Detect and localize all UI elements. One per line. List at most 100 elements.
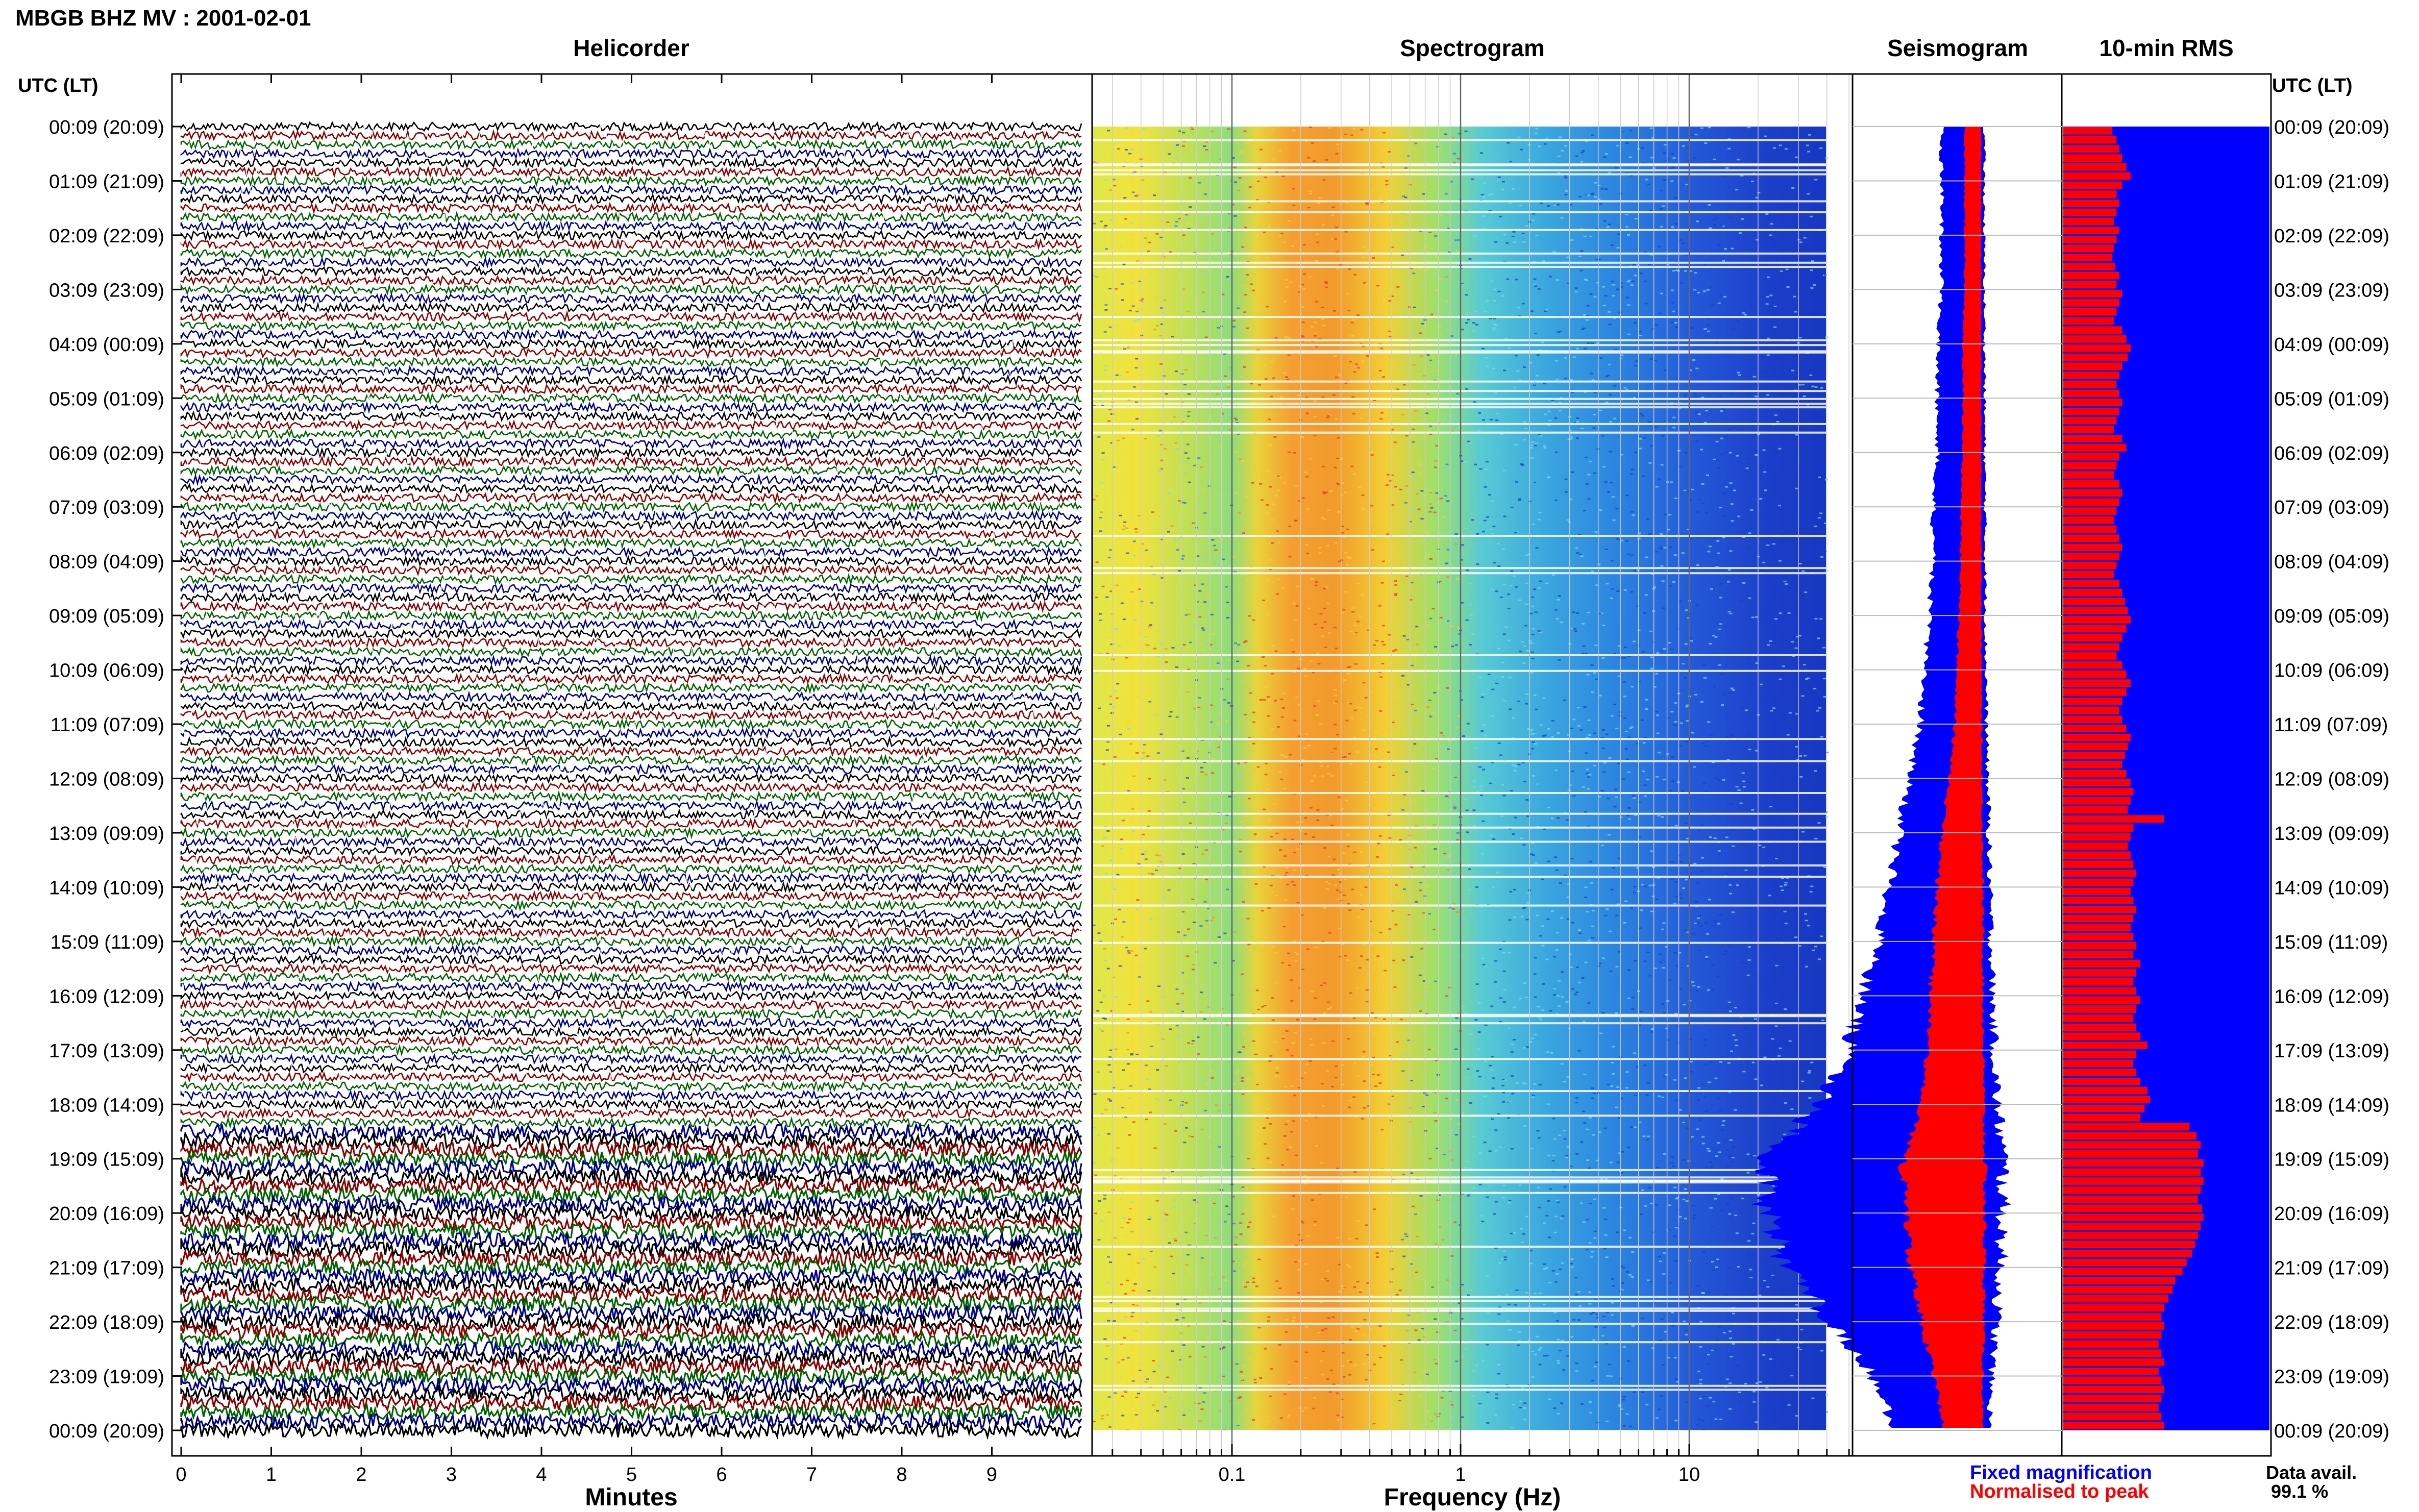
spectrogram-speckle <box>1155 854 1158 856</box>
helicorder-noise <box>470 831 472 838</box>
spectrogram-speckle <box>1133 1051 1137 1053</box>
helicorder-noise <box>933 602 935 608</box>
spectrogram-speckle <box>1426 354 1430 356</box>
helicorder-noise <box>266 139 268 146</box>
spectrogram-speckle <box>1180 1101 1184 1103</box>
spectrogram-speckle <box>1735 189 1739 191</box>
spectrogram-speckle <box>1103 1198 1106 1200</box>
helicorder-noise <box>366 1063 369 1070</box>
spectrogram-speckle <box>1530 1148 1534 1150</box>
helicorder-noise <box>537 459 539 466</box>
helicorder-noise <box>579 1048 582 1055</box>
helicorder-noise <box>751 893 753 900</box>
helicorder-noise <box>382 239 384 245</box>
helicorder-noise <box>193 975 195 982</box>
spectrogram-speckle <box>1434 709 1438 711</box>
spectrogram-speckle <box>1327 1008 1330 1010</box>
helicorder-noise <box>692 876 695 882</box>
helicorder-noise <box>484 619 487 626</box>
spectrogram-speckle <box>1557 1359 1560 1361</box>
spectrogram-speckle <box>1426 1410 1429 1412</box>
spectrogram-speckle <box>1107 1098 1111 1100</box>
spectrogram-speckle <box>1746 733 1749 735</box>
spectrogram-speckle <box>1326 544 1329 547</box>
helicorder-noise <box>429 1046 431 1053</box>
helicorder-noise <box>474 577 476 584</box>
spectrogram-speckle <box>1378 410 1382 412</box>
spectrogram-speckle <box>1700 1297 1704 1299</box>
spectrogram-speckle <box>1122 1217 1126 1219</box>
helicorder-noise <box>837 424 840 431</box>
helicorder-noise <box>517 972 520 979</box>
spectrogram-speckle <box>1482 693 1485 696</box>
helicorder-noise <box>600 368 603 375</box>
seismogram-title: Seismogram <box>1887 35 2028 61</box>
helicorder-noise <box>972 248 975 255</box>
spectrogram-speckle <box>1718 1151 1721 1153</box>
helicorder-noise <box>593 449 595 455</box>
spectrogram-speckle <box>1798 563 1802 565</box>
spectrogram-speckle <box>1625 494 1629 497</box>
helicorder-noise <box>382 341 385 348</box>
spectrogram-speckle <box>1676 1381 1680 1383</box>
spectrogram-speckle <box>1362 682 1366 684</box>
helicorder-noise <box>806 495 809 502</box>
helicorder-noise <box>388 966 390 973</box>
spectrogram-speckle <box>1644 795 1647 797</box>
helicorder-noise <box>749 1038 751 1045</box>
helicorder-noise <box>643 939 645 946</box>
spectrogram-speckle <box>1406 236 1410 238</box>
helicorder-noise <box>749 415 751 422</box>
helicorder-noise <box>714 537 717 544</box>
spectrogram-speckle <box>1357 916 1361 918</box>
helicorder-noise <box>320 966 322 973</box>
helicorder-noise <box>832 121 834 128</box>
spectrogram-speckle <box>1420 948 1424 950</box>
helicorder-noise <box>245 169 248 176</box>
spectrogram-speckle <box>1603 1127 1607 1129</box>
spectrogram-speckle <box>1660 548 1663 550</box>
spectrogram-speckle <box>1550 910 1554 912</box>
helicorder-noise <box>503 420 506 427</box>
spectrogram-speckle <box>1611 1278 1614 1280</box>
spectrogram-speckle <box>1811 1397 1815 1399</box>
spectrogram-speckle <box>1464 1012 1467 1014</box>
helicorder-noise <box>381 856 383 862</box>
spectrogram-speckle <box>1354 1364 1357 1366</box>
helicorder-noise <box>638 1003 640 1009</box>
spectrogram-speckle <box>1612 294 1615 296</box>
spectrogram-speckle <box>1795 746 1798 748</box>
helicorder-noise <box>947 529 949 536</box>
spectrogram-speckle <box>1771 370 1775 373</box>
helicorder-noise <box>1039 502 1041 508</box>
helicorder-noise <box>297 397 299 404</box>
spectrogram-speckle <box>1315 581 1318 583</box>
helicorder-noise <box>836 466 838 473</box>
spectrogram-speckle <box>1279 849 1282 851</box>
helicorder-noise <box>1034 1075 1036 1081</box>
spectrogram-speckle <box>1497 1364 1500 1366</box>
spectrogram-speckle <box>1544 310 1547 312</box>
spectrogram-speckle <box>1434 1092 1438 1094</box>
spectrogram-speckle <box>1346 959 1349 961</box>
spectrogram-speckle <box>1795 434 1798 436</box>
spectrogram-speckle <box>1253 833 1257 835</box>
spectrogram-speckle <box>1613 653 1617 655</box>
spectrogram-speckle <box>1222 1276 1225 1278</box>
helicorder-noise <box>978 910 980 917</box>
helicorder-noise <box>1028 351 1031 358</box>
spectrogram-speckle <box>1808 134 1811 136</box>
helicorder-noise <box>232 792 235 800</box>
helicorder-noise <box>778 122 780 129</box>
spectrogram-speckle <box>1100 511 1103 513</box>
helicorder-noise <box>1070 773 1073 780</box>
helicorder-trace <box>180 1311 1082 1332</box>
helicorder-noise <box>799 431 801 438</box>
helicorder-trace <box>180 1222 1082 1242</box>
spectrogram-speckle <box>1446 1279 1449 1281</box>
spectrogram-speckle <box>1175 988 1179 990</box>
spectrogram-speckle <box>1243 1263 1247 1266</box>
helicorder-noise <box>253 150 255 156</box>
helicorder-noise <box>300 800 303 807</box>
helicorder-noise <box>471 856 473 863</box>
